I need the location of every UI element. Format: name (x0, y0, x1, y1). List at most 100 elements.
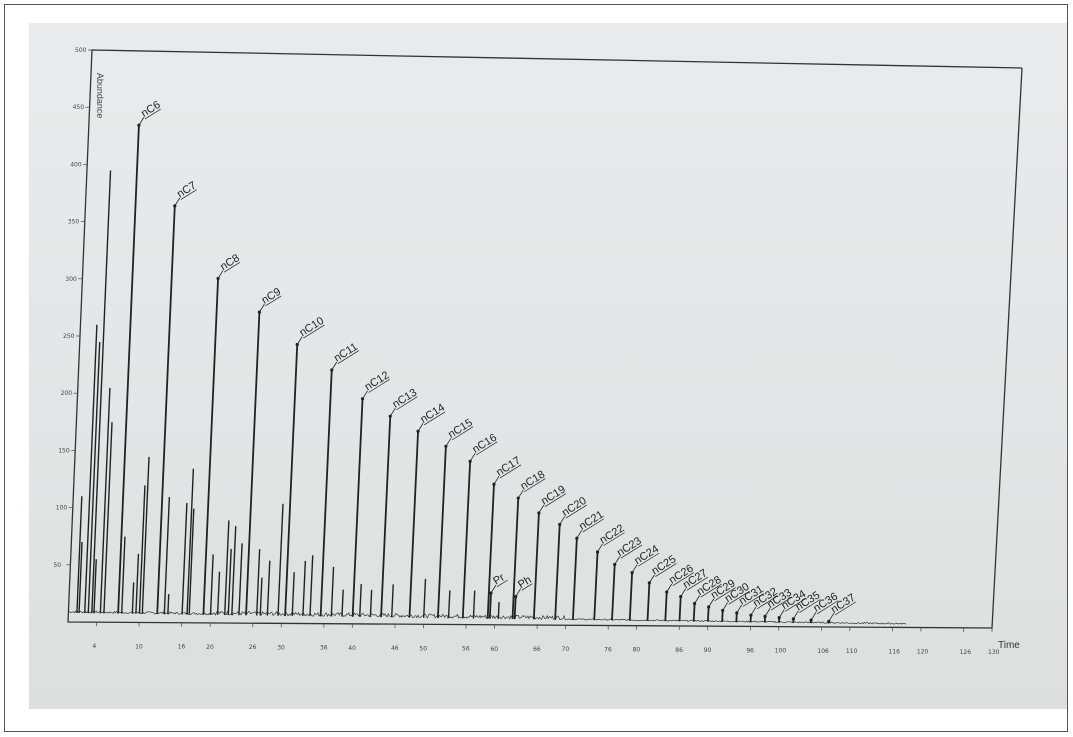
peak-nc25 (646, 582, 651, 621)
peak-leader-line (649, 574, 655, 584)
peak-leader-line (614, 556, 621, 565)
peak-leader-line (259, 303, 265, 313)
x-tick-label: 110 (846, 648, 858, 655)
x-tick-label: 16 (178, 644, 186, 651)
peak-nc16 (461, 461, 472, 619)
peak-leader-line (174, 197, 181, 207)
peak-label-underline (223, 261, 241, 273)
peak-leader-line (493, 476, 500, 485)
peak-nc26 (664, 591, 668, 622)
x-tick-label: 106 (817, 648, 829, 655)
y-tick-label: 250 (63, 333, 75, 340)
peak-nc18 (511, 498, 520, 620)
unlabeled-peak (99, 387, 111, 614)
peak-nc30 (721, 610, 724, 622)
peak-leader-line (708, 598, 714, 608)
peak-leader-line (362, 390, 368, 400)
peak-label-underline (524, 478, 546, 493)
peak-nc11 (319, 369, 333, 617)
peak-leader-line (680, 588, 687, 597)
peak-nc28 (692, 603, 696, 622)
unlabeled-peak (291, 572, 295, 616)
peak-label: nC6 (139, 99, 162, 120)
x-tick-label: 120 (917, 649, 929, 656)
unlabeled-peak (120, 536, 126, 614)
peak-leader-line (778, 609, 785, 618)
x-tick-label: 130 (988, 649, 1000, 656)
unlabeled-peak (259, 577, 263, 616)
peak-label-underline (785, 597, 807, 612)
unlabeled-peak (216, 571, 221, 615)
peak-leader-line (764, 608, 771, 617)
peak-label: nC7 (175, 180, 198, 201)
peak-label-underline (816, 600, 839, 615)
peak-nc27 (678, 596, 682, 622)
peak-label-underline (423, 411, 446, 426)
peak-label-underline (303, 324, 325, 339)
unlabeled-peak (141, 456, 150, 614)
peak-label-underline (144, 108, 161, 120)
peak-label-underline (565, 504, 587, 519)
y-tick-label: 300 (65, 276, 77, 283)
peak-leader-line (631, 564, 638, 573)
x-axis-ticks: 4 10 16 20 26 30 36 40 46 50 56 60 66 70 76 80 86 90 96 100… (92, 622, 1000, 656)
peak-nc12 (351, 398, 364, 617)
unlabeled-peak (76, 496, 83, 613)
peak-nc21 (572, 538, 578, 620)
x-tick-label: 66 (533, 646, 541, 653)
unlabeled-peak (231, 526, 237, 616)
peak-leader-line (597, 543, 603, 553)
peak-label-underline (496, 579, 508, 588)
unlabeled-peak (330, 566, 335, 617)
unlabeled-peak (277, 503, 284, 616)
unlabeled-peak (359, 584, 362, 617)
unlabeled-peak (84, 324, 98, 614)
unlabeled-peak (472, 590, 476, 619)
unlabeled-peak (227, 548, 232, 616)
y-tick-label: 450 (73, 104, 85, 111)
x-tick-label: 60 (490, 646, 498, 653)
peak-label-underline (655, 563, 677, 577)
peak-leader-line (445, 438, 452, 447)
x-tick-label: 26 (249, 644, 257, 651)
peak-leader-line (490, 584, 497, 594)
peak-nc9 (245, 312, 261, 616)
peak-leader-line (138, 117, 145, 126)
peak-label-underline (521, 583, 533, 591)
unlabeled-peak (167, 594, 170, 615)
peak-nc23 (611, 564, 616, 621)
peak-label-underline (368, 379, 390, 393)
x-tick-label: 40 (348, 645, 356, 652)
peak-nc17 (486, 484, 495, 619)
unlabeled-peak (309, 555, 314, 617)
unlabeled-peak (91, 170, 112, 614)
image-frame (4, 4, 1068, 732)
peak-label-underline (544, 493, 567, 507)
peak-label: nC8 (218, 252, 241, 273)
unlabeled-peak (422, 578, 427, 618)
peak-pr (488, 592, 492, 619)
peak-nc14 (408, 431, 419, 618)
peak-leader-line (694, 595, 700, 604)
unlabeled-peak (341, 589, 344, 617)
peak-leader-line (722, 602, 729, 611)
peak-label-underline (799, 599, 821, 613)
x-tick-label: 90 (704, 647, 712, 654)
peak-label-underline (265, 295, 282, 307)
x-tick-label: 116 (888, 648, 900, 655)
unlabeled-peak (103, 422, 113, 614)
peak-nc29 (707, 606, 710, 622)
peak-label-underline (834, 601, 857, 616)
peak-label-underline (742, 593, 765, 607)
unlabeled-peak (87, 341, 101, 614)
y-tick-label: 50 (53, 562, 61, 569)
peak-nc13 (380, 416, 392, 618)
peak-leader-line (750, 606, 757, 616)
peak-ph (513, 596, 517, 620)
peak-leader-line (538, 504, 545, 514)
unlabeled-peak (302, 560, 307, 617)
peak-label-underline (770, 596, 793, 611)
peak-label-underline (337, 350, 360, 364)
peak-leader-line (793, 610, 799, 620)
x-tick-label: 50 (419, 645, 427, 652)
